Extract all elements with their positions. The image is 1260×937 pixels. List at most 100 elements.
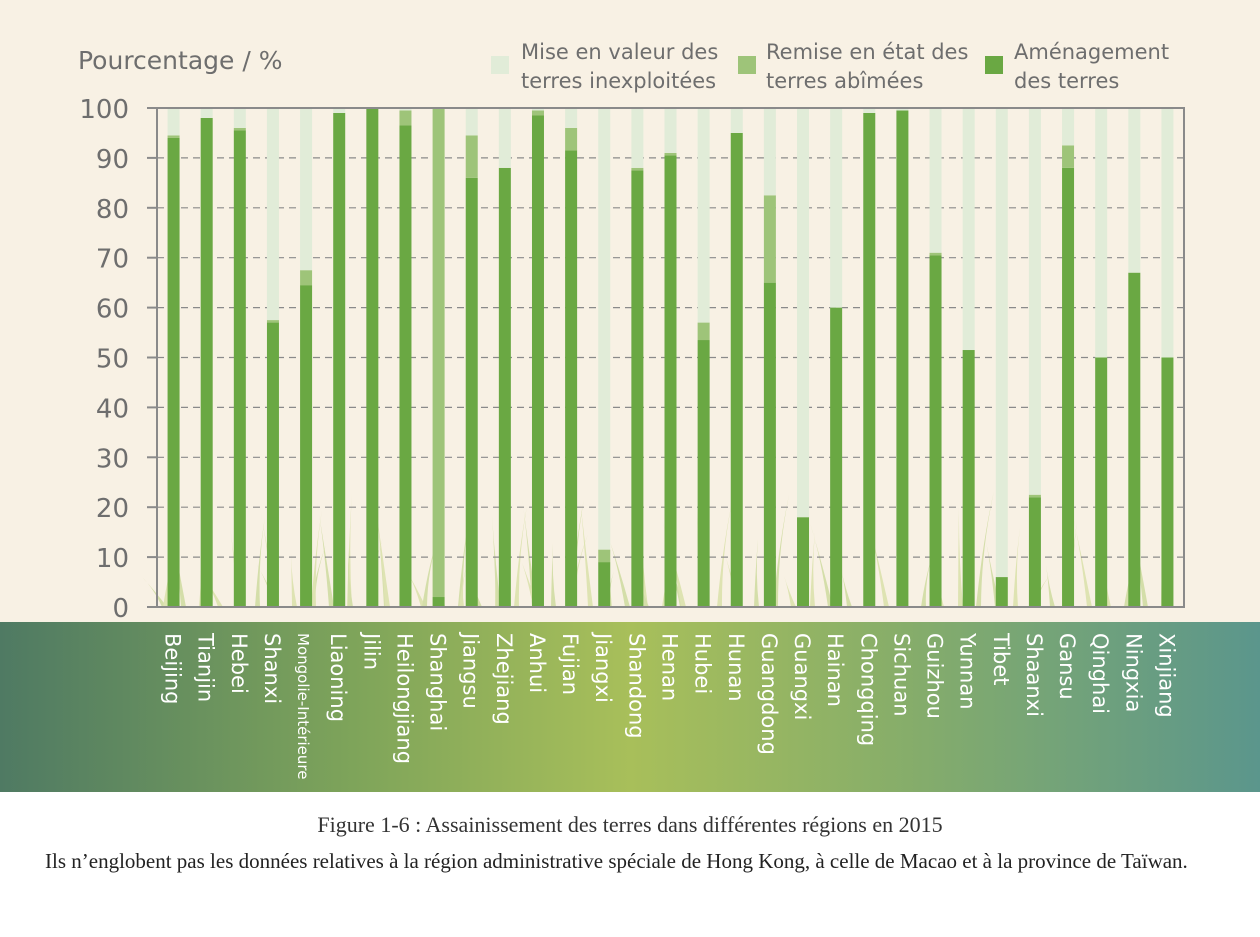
x-tick-label: Xinjiang [1154, 633, 1178, 718]
grass-blade [142, 577, 167, 607]
grass-blade [1124, 549, 1138, 607]
grass-blade [640, 518, 648, 607]
x-tick-label: Chongqing [856, 633, 880, 746]
grass-blade [867, 516, 889, 607]
bar-segment-abimees [631, 167, 644, 171]
bar-segment-amenagement [995, 577, 1008, 607]
bar-segment-inexploitees [863, 108, 876, 113]
bar-segment-inexploitees [598, 108, 611, 550]
grass-blade [458, 513, 470, 607]
bar-segment-amenagement [896, 110, 909, 608]
bar-segment-amenagement [432, 597, 445, 607]
x-tick-label: Shanghai [426, 633, 450, 731]
x-tick-label: Jiangxi [591, 631, 615, 703]
x-tick-labels: Beijing Tianjin Hebei Shanxi Mongolie-Intéri… [161, 631, 1179, 779]
bar-segment-inexploitees [266, 108, 279, 321]
x-tick-label: Guangxi [790, 633, 814, 720]
bar-segment-inexploitees [565, 108, 578, 128]
bar-segment-abimees [929, 252, 942, 256]
bar-segment-abimees [664, 152, 677, 156]
bar-segment-amenagement [167, 137, 180, 607]
bar-segment-inexploitees [1028, 108, 1041, 495]
x-tick-label: Gansu [1055, 633, 1079, 700]
legend-label-inexploitees-line1: Mise en valeur des [521, 40, 719, 64]
bar-segment-amenagement [664, 155, 677, 607]
bar-segment-amenagement [300, 285, 313, 607]
x-tick-label: Yunnan [956, 632, 980, 710]
bar-segment-amenagement [631, 170, 644, 607]
bar-segment-abimees [763, 195, 776, 283]
bar-segment-inexploitees [631, 108, 644, 168]
bar-segment-inexploitees [1062, 108, 1075, 146]
x-tick-label: Guizhou [923, 633, 947, 719]
legend-swatch-inexploitees [491, 56, 509, 74]
bar-segment-abimees [531, 110, 544, 116]
bar-segment-amenagement [863, 112, 876, 608]
bar-segment-inexploitees [995, 108, 1008, 578]
grass-blade [311, 510, 322, 607]
bar-segment-amenagement [266, 322, 279, 607]
bar-segment-abimees [1062, 145, 1075, 168]
bar-segment-amenagement [929, 255, 942, 607]
bar-segment-abimees [565, 127, 578, 151]
bar-segment-abimees [233, 127, 246, 131]
x-tick-label: Jilin [359, 631, 383, 670]
bar-segment-inexploitees [1095, 108, 1108, 358]
grass-blade [773, 495, 789, 607]
grass-blade [1013, 528, 1020, 607]
bar-segment-abimees [465, 135, 478, 178]
bar-segment-amenagement [598, 562, 611, 607]
legend-label-abimees-line1: Remise en état des [766, 40, 969, 64]
bar-segment-amenagement [1161, 357, 1174, 607]
legend-label-amenagement-line2: des terres [1014, 69, 1120, 93]
grass-blade [422, 531, 440, 607]
bar-segment-amenagement [200, 117, 213, 607]
y-tick-label: 90 [96, 145, 129, 175]
bar-segment-amenagement [233, 130, 246, 607]
bar-segment-inexploitees [300, 108, 313, 271]
bar-segment-inexploitees [200, 108, 213, 118]
x-tick-label: Zhejiang [492, 633, 516, 725]
plot-frame [156, 107, 1185, 608]
bar-segment-amenagement [1095, 357, 1108, 607]
x-tick-label: Jiangsu [459, 631, 483, 709]
bar-segment-amenagement [1028, 497, 1041, 607]
bar-segment-abimees [1028, 494, 1041, 498]
x-tick-label: Mongolie-Intérieure [294, 633, 312, 779]
bar-segment-inexploitees [399, 108, 412, 111]
grass-blade [810, 532, 815, 607]
legend-label-inexploitees: Mise en valeur des terres inexploitées [521, 38, 718, 96]
bar-segment-inexploitees [1161, 108, 1174, 358]
bar-segment-amenagement [1128, 272, 1141, 607]
bar-segment-abimees [598, 549, 611, 563]
grass-blade [551, 543, 556, 607]
bar-segment-amenagement [697, 340, 710, 607]
x-tick-label: Guangdong [757, 633, 781, 755]
grass-blade [976, 491, 994, 607]
bar-segment-abimees [300, 270, 313, 286]
grass-blade [958, 500, 963, 607]
y-tick-label: 80 [96, 195, 129, 225]
x-tick-label: Shandong [624, 633, 648, 739]
legend-label-inexploitees-line2: terres inexploitées [521, 69, 717, 93]
legend-label-amenagement: Aménagement des terres [1014, 38, 1169, 96]
y-tick-labels: 0 10 20 30 40 50 60 70 80 90 100 [79, 95, 157, 624]
x-tick-label: Hunan [724, 633, 748, 702]
grass-blade [514, 506, 527, 607]
bar-segment-inexploitees [465, 108, 478, 136]
bar-segment-amenagement [797, 517, 810, 607]
y-tick-label: 70 [96, 245, 129, 275]
bar-segment-amenagement [1062, 167, 1075, 607]
y-tick-label: 50 [96, 345, 129, 375]
x-tick-label: Hainan [823, 633, 847, 707]
grass-blade [717, 502, 732, 607]
bar-segment-amenagement [333, 112, 346, 608]
bar-segment-abimees [697, 322, 710, 341]
bar-segment-inexploitees [167, 108, 180, 136]
bar-segment-inexploitees [664, 108, 677, 153]
bar-segment-inexploitees [896, 108, 909, 111]
bar-segment-inexploitees [498, 108, 511, 168]
y-tick-label: 60 [96, 295, 129, 325]
x-tick-label: Beijing [161, 633, 185, 704]
bar-segment-inexploitees [830, 108, 843, 308]
